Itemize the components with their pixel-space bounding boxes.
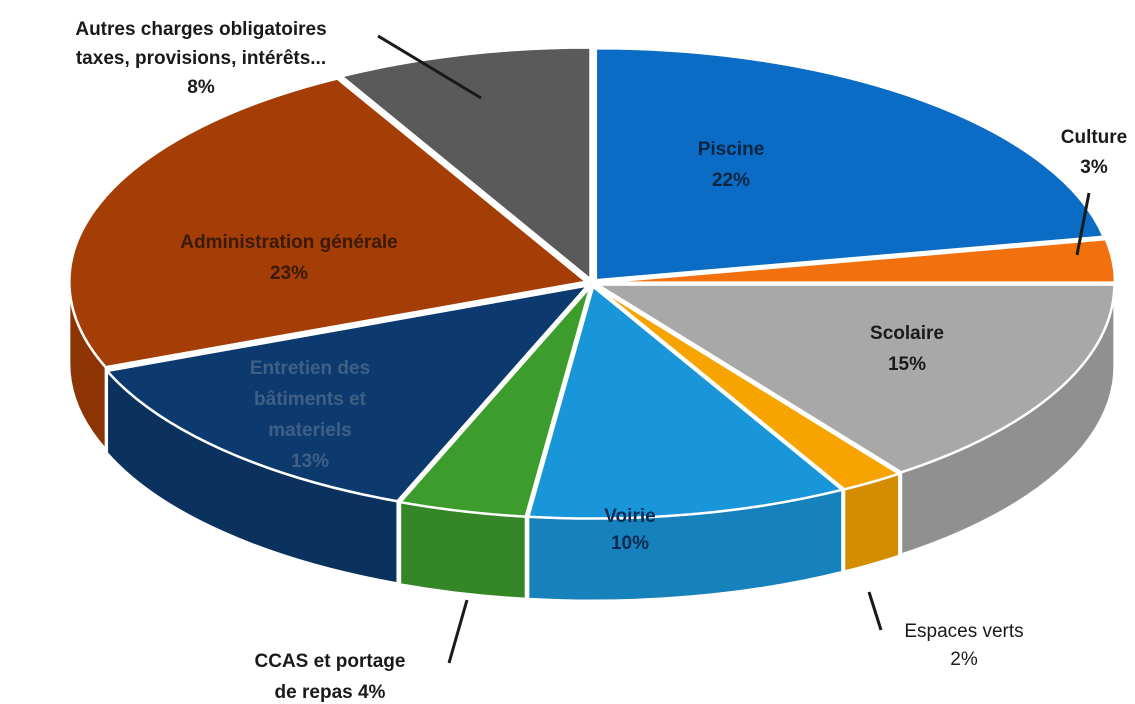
slice-label-line: 15% [888, 354, 926, 375]
slice-label-1: Piscine 22% [698, 139, 765, 191]
slice-label-line: 13% [291, 451, 329, 472]
leader-line-2 [1075, 192, 1091, 256]
leader-lines [377, 34, 1091, 664]
pie-slice-5 [526, 284, 845, 520]
slice-label-line: Entretien des [250, 358, 370, 379]
leader-line-6 [447, 599, 469, 664]
slice-label-line: bâtiments et [254, 389, 367, 410]
pie-slice-4 [594, 284, 903, 491]
slice-label-5: Voirie 10% [604, 506, 655, 554]
slice-label-2: Culture 3% [1061, 127, 1128, 178]
slice-label-line: Scolaire [870, 323, 944, 344]
slice-label-line: Voirie [604, 506, 655, 527]
pie-slice-8 [68, 77, 590, 369]
slice-label-line: 8% [187, 77, 215, 98]
slice-label-line: de repas 4% [275, 682, 386, 703]
leader-line-9 [377, 34, 482, 100]
slice-label-7: Entretien des bâtiments et materiels 13% [250, 358, 370, 472]
pie-tops [68, 46, 1117, 520]
slice-label-9: Autres charges obligatoires taxes, provis… [75, 19, 326, 98]
slice-label-8: Administration générale 23% [180, 232, 398, 284]
pie-slice-9 [338, 46, 592, 283]
leader-line-4 [867, 591, 883, 631]
slice-label-line: 2% [950, 649, 978, 670]
slice-label-line: 23% [270, 263, 308, 284]
slice-label-line: Autres charges obligatoires [75, 19, 326, 40]
slice-label-3: Scolaire 15% [870, 323, 944, 375]
slice-label-line: taxes, provisions, intérêts... [76, 48, 326, 69]
slice-label-line: CCAS et portage [255, 651, 406, 672]
slice-label-line: materiels [268, 420, 351, 441]
pie-slice-3 [592, 283, 1116, 474]
pie-slice-7 [104, 283, 592, 503]
slice-label-line: Espaces verts [904, 621, 1023, 642]
slice-label-line: 10% [611, 533, 649, 554]
pie-slice-2 [597, 237, 1117, 284]
slice-label-line: 3% [1080, 157, 1108, 178]
slice-label-4: Espaces verts 2% [904, 621, 1023, 670]
slice-label-line: Culture [1061, 127, 1128, 148]
slice-label-line: 22% [712, 170, 750, 191]
slice-labels: Piscine 22% Culture 3% Scolaire 15% Espaces ve… [75, 19, 1127, 703]
pie-slice-6 [397, 285, 592, 518]
pie-slice-1 [594, 46, 1106, 282]
slice-label-line: Piscine [698, 139, 765, 160]
slice-label-6: CCAS et portage de repas 4% [255, 651, 406, 703]
pie-sides [68, 281, 1116, 602]
slice-label-line: Administration générale [180, 232, 398, 253]
